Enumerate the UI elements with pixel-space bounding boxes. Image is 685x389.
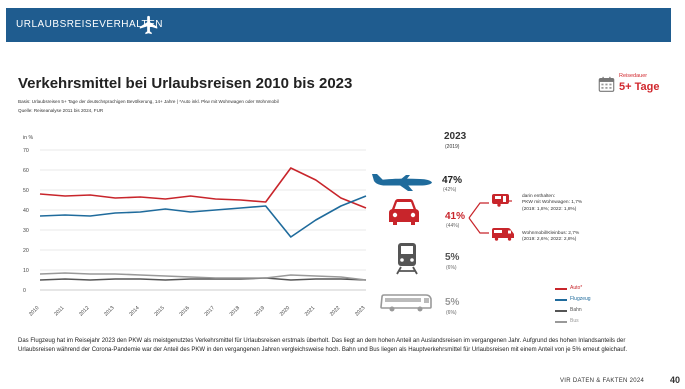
car-icon	[389, 199, 419, 225]
x-tick-label: 2022	[329, 305, 341, 317]
y-tick-label: 50	[23, 188, 29, 194]
bahn-share: 5%	[445, 252, 460, 263]
bahn-share-2019: (6%)	[446, 265, 457, 271]
x-tick-label: 2018	[229, 305, 241, 317]
calendar-icon	[598, 76, 615, 92]
auto-share-2019: (44%)	[446, 223, 460, 229]
train-icon	[396, 243, 418, 275]
wohnwagen-detail-line2: PKW mit Wohnwagen: 1,7%	[522, 200, 583, 206]
legend-swatch-auto	[555, 288, 567, 290]
wohnwagen-detail-line1: darin enthalten:	[522, 194, 556, 199]
summary-year: 2023	[444, 131, 467, 142]
y-tick-label: 10	[23, 268, 29, 274]
x-tick-label: 2021	[304, 305, 316, 317]
footer-text: Das Flugzeug hat im Reisejahr 2023 den P…	[18, 338, 627, 353]
bus-icon	[380, 294, 432, 312]
bus-share: 5%	[445, 297, 460, 308]
auto-share: 41%	[445, 211, 466, 222]
y-tick-label: 30	[23, 228, 29, 234]
section-banner: URLAUBSREISEVERHALTEN	[6, 8, 671, 42]
legend-label-bahn: Bahn	[570, 307, 582, 313]
x-tick-label: 2014	[128, 305, 140, 317]
publication-label: VIR DATEN & FAKTEN 2024	[560, 378, 645, 384]
bus-share-2019: (6%)	[446, 310, 457, 316]
y-tick-label: 40	[23, 208, 29, 214]
y-tick-label: 70	[23, 148, 29, 154]
x-tick-label: 2010	[28, 305, 40, 317]
x-tick-label: 2015	[153, 305, 165, 317]
wohnwagen-detail: darin enthalten: PKW mit Wohnwagen: 1,7%…	[522, 194, 582, 213]
badge-caption: Reisedauer	[619, 73, 648, 79]
y-axis-label: in %	[23, 135, 33, 141]
page-number: 40	[670, 375, 681, 385]
bracket-connector	[468, 202, 489, 234]
x-tick-label: 2012	[78, 305, 90, 317]
x-tick-label: 2017	[204, 305, 216, 317]
duration-badge: Reisedauer 5+ Tage	[598, 73, 662, 97]
series-line-bus	[39, 272, 367, 281]
wohnmobil-detail: Wohnmobil/Kleinbus: 2,7% (2019: 2,6%; 20…	[522, 231, 579, 244]
legend-swatch-bus	[555, 321, 567, 323]
airplane-icon	[372, 174, 432, 191]
airplane-icon	[139, 15, 158, 35]
legend-label-flugzeug: Flugzeug	[570, 296, 591, 302]
chart-source: Quelle: Reiseanalyse 2011 bis 2024, FUR	[18, 108, 104, 113]
x-tick-label: 2013	[103, 305, 115, 317]
y-tick-label: 0	[23, 288, 26, 294]
chart-basis: Basis: Urlaubsreisen 5+ Tage der deutsch…	[18, 99, 279, 104]
legend-swatch-flugzeug	[555, 299, 567, 301]
badge-value: 5+ Tage	[619, 81, 660, 93]
x-tick-label: 2011	[53, 305, 65, 317]
wohnmobil-detail-line1: Wohnmobil/Kleinbus: 2,7%	[522, 231, 580, 236]
y-tick-label: 60	[23, 168, 29, 174]
y-tick-label: 20	[23, 248, 29, 254]
series-line-auto	[39, 167, 367, 209]
legend-label-auto: Auto*	[570, 285, 583, 291]
legend-label-bus: Bus	[570, 318, 579, 324]
legend-swatch-bahn	[555, 310, 567, 312]
wohnmobil-detail-line2: (2019: 2,6%; 2022: 2,8%)	[522, 237, 577, 243]
flugzeug-share-2019: (42%)	[443, 187, 457, 193]
summary-reference-year: (2019)	[445, 144, 460, 150]
x-tick-label: 2016	[178, 305, 190, 317]
chart-title: Verkehrsmittel bei Urlaubsreisen 2010 bi…	[18, 75, 353, 92]
wohnwagen-detail-line3: (2019: 1,8%; 2022: 1,8%)	[522, 206, 577, 212]
x-tick-label: 2020	[279, 305, 291, 317]
series-line-bahn	[39, 277, 367, 281]
series-line-flugzeug	[39, 195, 367, 238]
caravan-icon	[492, 194, 512, 207]
x-tick-label: 2023	[354, 305, 366, 317]
section-title: URLAUBSREISEVERHALTEN	[16, 19, 164, 30]
flugzeug-share: 47%	[442, 175, 463, 186]
x-tick-label: 2019	[254, 305, 266, 317]
camper-van-icon	[492, 228, 514, 241]
